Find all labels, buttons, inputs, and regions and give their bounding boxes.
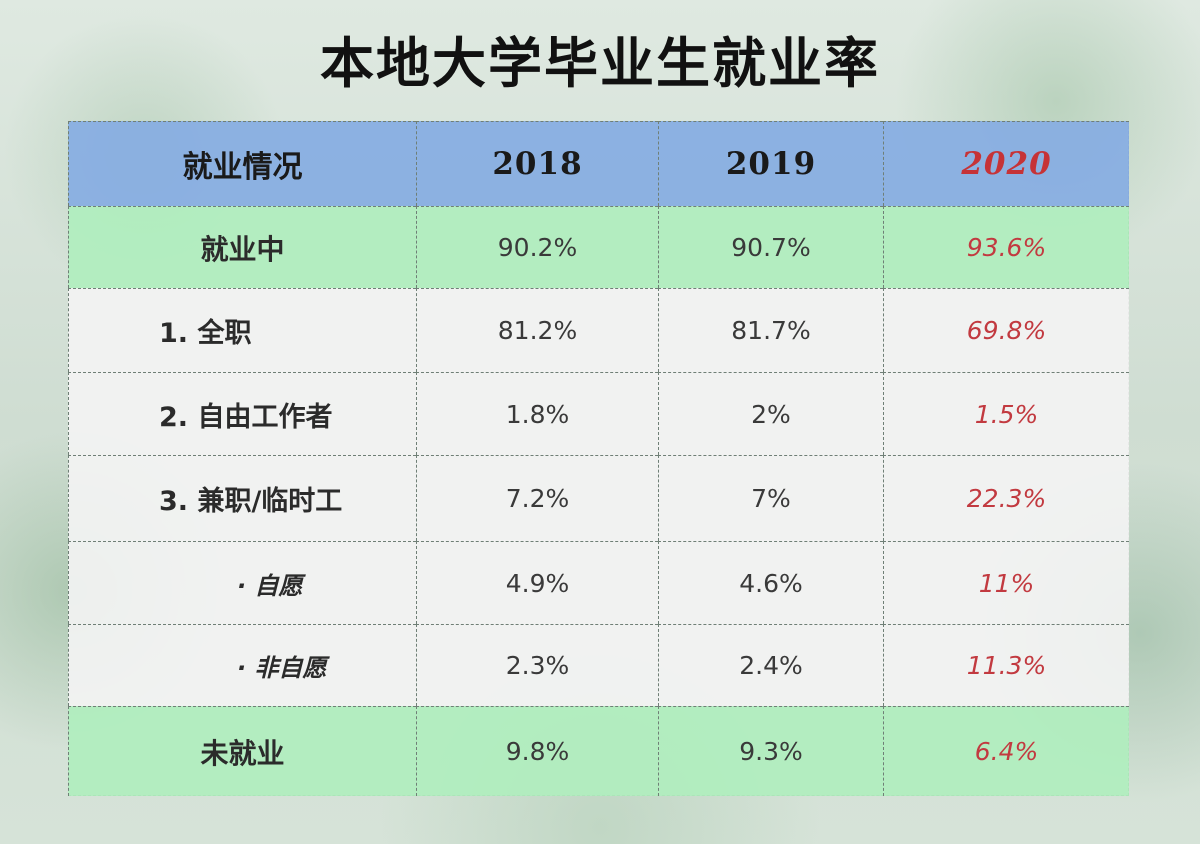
table-cell: 4.6% xyxy=(658,541,883,624)
header-year-2019: 2019 xyxy=(658,121,883,206)
table-cell-highlight: 93.6% xyxy=(883,206,1129,288)
table-cell: 2.4% xyxy=(658,624,883,706)
table-cell: 7.2% xyxy=(416,455,658,541)
table-cell: 9.3% xyxy=(658,706,883,796)
page-title: 本地大学毕业生就业率 xyxy=(320,32,880,95)
header-employment-status: 就业情况 xyxy=(68,121,416,206)
header-year-2020: 2020 xyxy=(883,121,1129,206)
table-cell: 2.3% xyxy=(416,624,658,706)
row-label-involuntary: · 非自愿 xyxy=(68,624,416,706)
table-cell-highlight: 6.4% xyxy=(883,706,1129,796)
employment-table: 就业情况 2018 2019 2020 就业中 90.2% 90.7% 93.6… xyxy=(68,121,1129,796)
table-cell-highlight: 69.8% xyxy=(883,288,1129,372)
header-year-2018: 2018 xyxy=(416,121,658,206)
table-cell: 81.2% xyxy=(416,288,658,372)
table-cell-highlight: 1.5% xyxy=(883,372,1129,455)
table-cell-highlight: 11.3% xyxy=(883,624,1129,706)
row-label-freelancer: 2. 自由工作者 xyxy=(68,372,416,455)
table-cell-highlight: 22.3% xyxy=(883,455,1129,541)
table-cell: 90.7% xyxy=(658,206,883,288)
table-cell: 7% xyxy=(658,455,883,541)
table-cell: 81.7% xyxy=(658,288,883,372)
row-label-employed: 就业中 xyxy=(68,206,416,288)
row-label-full-time: 1. 全职 xyxy=(68,288,416,372)
table-cell: 9.8% xyxy=(416,706,658,796)
row-label-part-time: 3. 兼职/临时工 xyxy=(68,455,416,541)
table-cell: 1.8% xyxy=(416,372,658,455)
table-cell: 4.9% xyxy=(416,541,658,624)
table-cell: 2% xyxy=(658,372,883,455)
row-label-voluntary: · 自愿 xyxy=(68,541,416,624)
table-cell: 90.2% xyxy=(416,206,658,288)
row-label-unemployed: 未就业 xyxy=(68,706,416,796)
table-cell-highlight: 11% xyxy=(883,541,1129,624)
